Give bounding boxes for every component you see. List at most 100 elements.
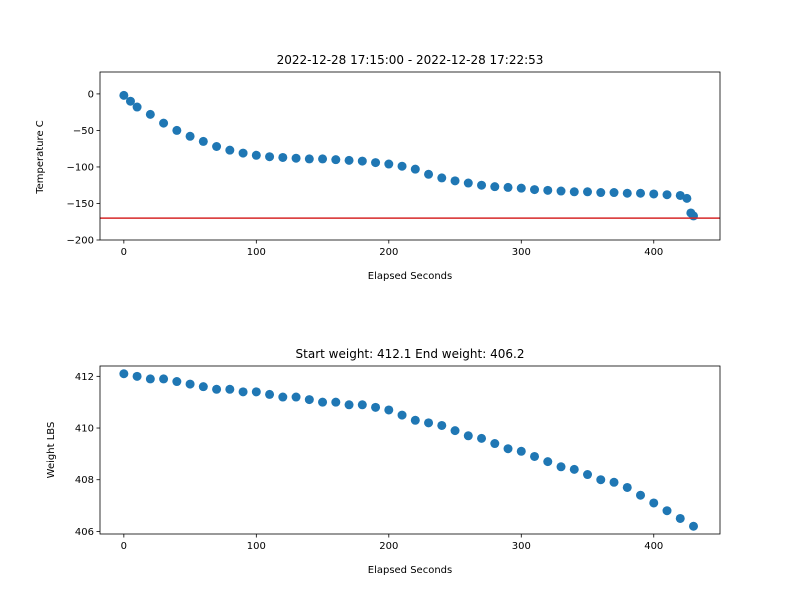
temperature-point: [291, 153, 301, 163]
weight-point: [424, 418, 434, 428]
weight-point: [530, 451, 540, 461]
temperature-point: [503, 182, 513, 192]
weight-point: [318, 397, 328, 407]
temperature-point: [371, 158, 381, 168]
weight-point: [212, 384, 222, 394]
weight-point: [477, 433, 487, 443]
temperature-point: [304, 154, 314, 164]
temperature-point: [172, 125, 182, 135]
temperature-point: [609, 188, 619, 198]
temperature-y-tick-label: −100: [67, 162, 94, 173]
temperature-point: [410, 164, 420, 174]
weight-point: [450, 426, 460, 436]
weight-point: [543, 457, 553, 467]
weight-x-axis-label: Elapsed Seconds: [368, 565, 452, 576]
temperature-y-tick-label: −150: [67, 199, 94, 210]
temperature-point: [318, 154, 328, 164]
temperature-y-tick-label: −50: [73, 126, 94, 137]
temperature-chart-title: 2022-12-28 17:15:00 - 2022-12-28 17:22:5…: [277, 53, 544, 67]
temperature-point: [689, 211, 698, 221]
weight-point: [583, 470, 593, 480]
temperature-point: [344, 155, 354, 165]
temperature-point: [622, 188, 632, 198]
temperature-point: [450, 176, 460, 186]
weight-y-tick-label: 408: [75, 475, 94, 486]
temperature-point: [543, 185, 553, 195]
temperature-point: [198, 136, 208, 146]
temperature-point: [225, 145, 235, 155]
temperature-point: [265, 152, 275, 162]
temperature-point: [556, 186, 566, 196]
temperature-chart: 2022-12-28 17:15:00 - 2022-12-28 17:22:5…: [35, 53, 721, 282]
temperature-point: [185, 131, 195, 141]
temperature-point: [530, 185, 540, 195]
temperature-point: [583, 187, 593, 197]
weight-x-tick-label: 200: [379, 541, 398, 552]
temperature-point: [596, 188, 606, 198]
temperature-x-tick-label: 0: [121, 247, 127, 258]
temperature-point: [119, 90, 129, 100]
weight-point: [251, 387, 261, 397]
temperature-point: [424, 169, 434, 179]
weight-point: [596, 475, 606, 485]
temperature-point: [132, 102, 142, 112]
temperature-point: [569, 187, 579, 197]
weight-point: [503, 444, 513, 454]
weight-y-tick-label: 412: [75, 372, 94, 383]
temperature-point: [490, 182, 500, 192]
temperature-point: [357, 156, 367, 166]
temperature-point: [159, 118, 169, 128]
weight-x-tick-label: 300: [512, 541, 531, 552]
weight-point: [238, 387, 248, 397]
weight-point: [278, 392, 288, 402]
temperature-x-tick-label: 200: [379, 247, 398, 258]
weight-point: [291, 392, 301, 402]
weight-point: [490, 439, 500, 449]
weight-point: [119, 369, 129, 379]
weight-point: [172, 377, 182, 387]
temperature-point: [145, 109, 155, 119]
temperature-x-axis-label: Elapsed Seconds: [368, 271, 452, 282]
weight-point: [304, 395, 314, 405]
temperature-point: [649, 189, 659, 199]
temperature-point: [397, 161, 407, 171]
weight-point: [225, 384, 235, 394]
weight-point: [689, 521, 698, 531]
temperature-x-tick-label: 400: [644, 247, 663, 258]
weight-point: [622, 482, 632, 492]
weight-point: [636, 490, 646, 500]
weight-point: [649, 498, 659, 508]
weight-point: [410, 415, 420, 425]
weight-point: [132, 371, 142, 381]
weight-plot-frame: [99, 365, 721, 535]
weight-point: [675, 513, 685, 523]
weight-point: [344, 400, 354, 410]
weight-point: [331, 397, 341, 407]
weight-point: [185, 379, 195, 389]
temperature-y-tick-label: 0: [88, 89, 94, 100]
weight-point: [463, 431, 473, 441]
weight-point: [384, 405, 394, 415]
temperature-point: [682, 193, 692, 203]
weight-y-tick-label: 406: [75, 527, 94, 538]
temperature-point: [516, 183, 526, 193]
weight-point: [516, 446, 526, 456]
temperature-x-tick-label: 300: [512, 247, 531, 258]
temperature-point: [662, 190, 672, 200]
weight-y-axis-label: Weight LBS: [46, 422, 57, 479]
temperature-point: [477, 180, 487, 190]
weight-point: [357, 400, 367, 410]
temperature-series: [119, 90, 698, 221]
temperature-point: [384, 159, 394, 169]
weight-x-tick-label: 400: [644, 541, 663, 552]
weight-x-tick-label: 0: [121, 541, 127, 552]
weight-point: [569, 464, 579, 474]
temperature-y-tick-label: −200: [67, 236, 94, 247]
weight-chart-title: Start weight: 412.1 End weight: 406.2: [296, 347, 525, 361]
weight-point: [145, 374, 155, 384]
weight-series: [119, 369, 698, 531]
temperature-plot-frame: [99, 71, 721, 241]
temperature-point: [437, 173, 447, 183]
temperature-x-tick-label: 100: [247, 247, 266, 258]
